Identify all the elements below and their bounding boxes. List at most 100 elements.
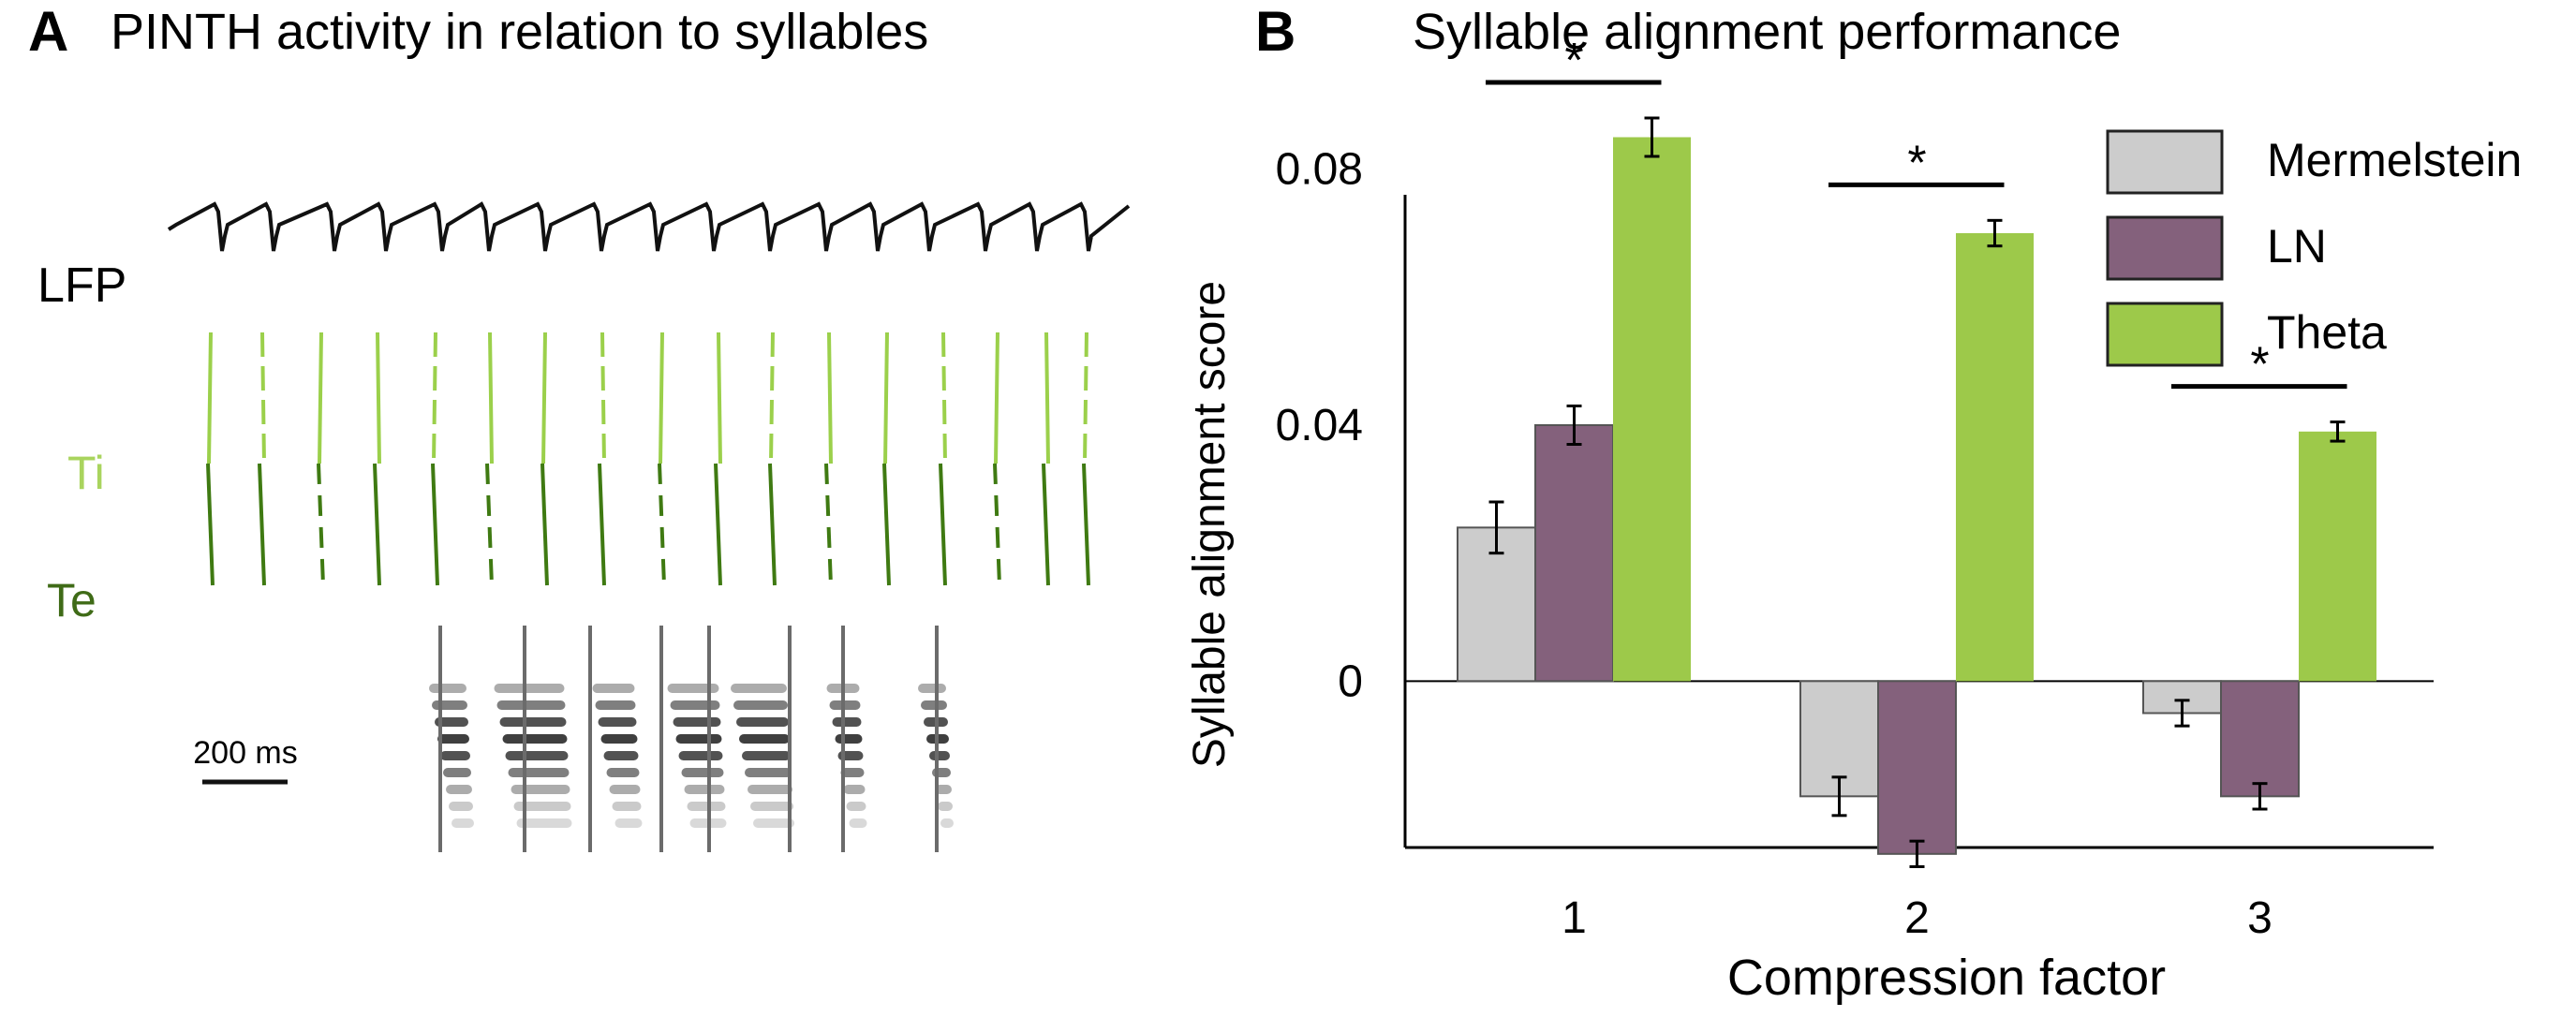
spectrogram-band: [918, 684, 946, 693]
te-spike-train: [317, 463, 325, 586]
spectrogram-band: [675, 734, 722, 744]
spectrogram-band: [731, 684, 787, 693]
legend-item-ln: LN: [2106, 215, 2327, 281]
legend-label: Mermelstein: [2267, 134, 2522, 186]
te-spike-train: [373, 463, 381, 586]
svg-text:*: *: [2250, 338, 2269, 392]
te-spike-train: [540, 463, 549, 586]
spectrogram-band: [846, 802, 866, 811]
ti-spike-train: [260, 332, 266, 464]
ti-label: Ti: [67, 447, 105, 499]
spectrogram-band: [673, 717, 721, 727]
error-bar: [2174, 699, 2190, 728]
spectrogram-band: [678, 751, 723, 760]
spectrogram-band: [748, 785, 792, 794]
te-spike-train: [993, 463, 1001, 586]
te-spike-train: [485, 463, 494, 586]
te-spike-train: [258, 463, 266, 586]
ti-spike-train: [941, 332, 947, 464]
spectrogram-band: [443, 768, 471, 777]
spectrogram-band: [606, 768, 640, 777]
spectrogram-band: [745, 768, 792, 777]
y-tick-label: 0: [1338, 656, 1363, 706]
x-axis-ticks: 1 2 3: [1562, 893, 2273, 943]
legend-swatch: [2106, 129, 2224, 195]
significance-marker: *: [1828, 136, 2005, 190]
spectrogram-band: [452, 818, 474, 828]
x-tick-label: 1: [1562, 893, 1587, 943]
spectrogram-band: [499, 717, 567, 727]
spectrogram-band: [750, 802, 793, 811]
spectrogram-band: [929, 751, 950, 760]
ti-spike-train: [659, 332, 664, 464]
bar-ln-2: [1877, 680, 1957, 855]
legend-item-theta: Theta: [2106, 302, 2387, 367]
spectrogram-band: [687, 802, 726, 811]
error-bar: [1644, 116, 1660, 158]
spectrogram-band: [432, 700, 467, 710]
ti-spike-train: [541, 332, 547, 464]
spectrogram-band: [440, 751, 470, 760]
lfp-trace: [167, 201, 1131, 252]
spectrogram-band: [681, 768, 724, 777]
error-bar: [1831, 775, 1847, 818]
spectrogram-band: [938, 802, 953, 811]
spectrogram-band: [592, 684, 635, 693]
y-tick-label: 0.08: [1276, 145, 1363, 195]
spectrogram-band: [849, 818, 867, 828]
spectrogram-band: [843, 785, 866, 794]
panel-a: A PINTH activity in relation to syllable…: [28, 0, 1131, 852]
legend-swatch: [2106, 302, 2224, 367]
spectrogram-band: [733, 700, 788, 710]
spectrogram-band: [667, 684, 719, 693]
ti-raster: [207, 332, 1088, 464]
x-tick-label: 3: [2247, 893, 2273, 943]
spectrogram-band: [446, 785, 472, 794]
spectrogram-band: [429, 684, 466, 693]
te-spike-train: [1082, 463, 1090, 586]
spectrogram-band: [494, 684, 565, 693]
spectrogram-band: [935, 785, 952, 794]
panel-a-title: PINTH activity in relation to syllables: [111, 4, 928, 60]
error-bar: [1909, 839, 1925, 868]
spectrogram-band: [508, 768, 570, 777]
error-bar: [2252, 782, 2268, 811]
bar-theta-3: [2299, 431, 2376, 682]
spectrogram: [429, 684, 954, 828]
te-spike-train: [658, 463, 666, 586]
scale-bar-label: 200 ms: [193, 735, 298, 771]
ti-spike-train: [600, 332, 606, 464]
spectrogram-band: [496, 700, 566, 710]
bar-ln-1: [1534, 424, 1614, 683]
ti-spike-train: [994, 332, 999, 464]
spectrogram-band: [516, 818, 572, 828]
spectrogram-band: [921, 700, 947, 710]
y-axis-ticks: 0 0.04 0.08: [1276, 145, 1363, 707]
te-spike-train: [598, 463, 606, 586]
error-bar: [1488, 500, 1504, 555]
svg-text:*: *: [1564, 34, 1583, 88]
svg-text:*: *: [1907, 136, 1926, 190]
significance-marker: *: [2171, 338, 2347, 392]
bar-ln-3: [2220, 680, 2300, 798]
te-spike-train: [206, 463, 215, 586]
spectrogram-band: [595, 700, 636, 710]
bar-theta-1: [1613, 137, 1691, 682]
ti-spike-train: [717, 332, 722, 464]
spectrogram-band: [449, 802, 473, 811]
bar-theta-2: [1956, 233, 2034, 682]
te-spike-train: [714, 463, 722, 586]
spectrogram-band: [684, 785, 725, 794]
ti-spike-train: [883, 332, 889, 464]
spectrogram-band: [739, 734, 790, 744]
ti-spike-train: [827, 332, 833, 464]
te-spike-train: [939, 463, 947, 586]
spectrogram-band: [742, 751, 791, 760]
spectrogram-band: [598, 717, 637, 727]
spectrogram-band: [736, 717, 789, 727]
spectrogram-band: [940, 818, 954, 828]
y-tick-label: 0.04: [1276, 401, 1363, 450]
spectrogram-band: [753, 818, 794, 828]
error-bar: [2330, 420, 2346, 443]
